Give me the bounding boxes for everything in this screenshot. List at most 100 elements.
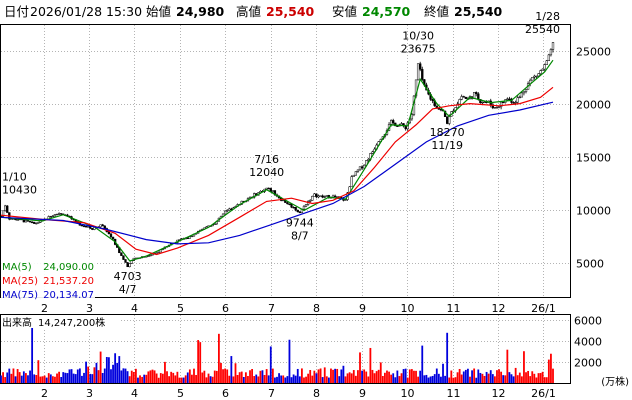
volume-bar: [112, 364, 114, 383]
volume-bar: [444, 375, 446, 383]
price-tick-label: 20000: [576, 99, 611, 112]
price-panel-frame: [0, 24, 571, 298]
volume-bar: [41, 376, 44, 383]
volume-bar: [552, 368, 554, 383]
volume-bar: [70, 369, 73, 383]
volume-bar: [489, 370, 492, 383]
volume-bar: [442, 363, 444, 383]
candle-up: [271, 190, 274, 192]
annotation-date: 10/30: [402, 30, 434, 43]
volume-bar: [433, 374, 436, 383]
legend-ma75-value: 20,134.07: [43, 290, 94, 301]
volume-bar: [344, 376, 347, 383]
volume-bar: [58, 371, 61, 383]
volume-axis: 2000 4000 6000: [574, 315, 602, 370]
volume-bar: [126, 371, 129, 383]
volume-bar: [99, 351, 102, 383]
volume-bar: [255, 374, 258, 383]
x-tick-label: 11: [447, 387, 461, 400]
candle-down: [267, 187, 270, 190]
candle-up: [309, 200, 312, 202]
candle-down: [109, 233, 113, 238]
volume-bar: [139, 375, 141, 383]
candle-down: [186, 237, 189, 239]
volume-bar: [533, 373, 536, 383]
volume-bar: [315, 373, 318, 383]
volume-bar: [523, 351, 525, 383]
volume-bar: [481, 373, 484, 383]
annotation-value: 23675: [401, 43, 436, 56]
volume-bar: [153, 370, 156, 383]
ma5-line: [0, 59, 554, 262]
candle-up: [350, 176, 353, 188]
volume-bar: [392, 373, 395, 383]
volume-bar: [87, 366, 90, 383]
candle-up: [367, 159, 370, 161]
volume-bar: [518, 372, 521, 383]
x-tick-label: 6: [222, 302, 229, 315]
volume-bar: [45, 377, 48, 383]
volume-bar: [504, 375, 507, 383]
candle-up: [147, 255, 150, 257]
volume-bar: [371, 369, 374, 383]
volume-bar: [120, 370, 123, 383]
volume-bar: [502, 375, 505, 383]
volume-bar: [31, 324, 34, 383]
volume-bar: [122, 368, 125, 383]
volume-bar: [242, 376, 245, 383]
candle-up: [311, 196, 314, 201]
candle-down: [421, 69, 424, 80]
volume-bar: [491, 374, 494, 383]
volume-bar: [415, 370, 417, 383]
volume-bar: [60, 376, 63, 383]
volume-bar: [134, 368, 137, 383]
candle-up: [483, 101, 486, 104]
volume-bar: [496, 370, 498, 383]
volume-bar: [184, 375, 187, 383]
candle-up: [506, 98, 509, 100]
volume-bar: [168, 376, 170, 383]
candle-up: [524, 89, 528, 92]
volume-bar: [477, 369, 480, 383]
close-label: 終値: [424, 4, 449, 19]
volume-bar: [514, 367, 517, 383]
candle-up: [448, 116, 451, 124]
volume-bar: [313, 370, 316, 383]
volume-bar: [408, 369, 411, 383]
volume-bar: [62, 372, 65, 383]
candle-up: [363, 164, 366, 169]
volume-bar: [203, 370, 206, 383]
volume-bar: [327, 377, 330, 383]
volume-bar: [435, 368, 438, 383]
annotation-date: 7/16: [254, 153, 279, 166]
candle-up: [520, 92, 524, 98]
volume-bar: [269, 346, 272, 383]
volume-bar: [483, 375, 486, 383]
volume-bar: [232, 376, 235, 383]
candle-up: [265, 187, 268, 190]
volume-bar: [423, 375, 426, 383]
candle-up: [4, 205, 7, 212]
volume-bar: [301, 368, 303, 383]
candle-down: [84, 225, 88, 228]
candle-down: [462, 96, 465, 98]
candle-down: [446, 116, 449, 124]
volume-bar: [469, 376, 471, 383]
open-label: 始値: [146, 4, 171, 19]
candle-down: [60, 213, 63, 215]
volume-bar: [137, 377, 139, 383]
x-tick-label: 12: [492, 302, 506, 315]
volume-bar: [188, 369, 191, 383]
volume-bar: [419, 370, 422, 383]
candle-up: [1, 210, 5, 217]
candle-up: [410, 114, 414, 120]
candle-down: [294, 207, 297, 211]
volume-bar: [263, 375, 266, 383]
volume-bar: [531, 371, 534, 383]
volume-bar: [74, 374, 77, 383]
volume-bar: [166, 371, 168, 383]
volume-bar: [462, 371, 465, 383]
volume-bar: [352, 370, 355, 383]
volume-bar: [450, 370, 453, 383]
x-tick-label: 2: [41, 387, 48, 400]
